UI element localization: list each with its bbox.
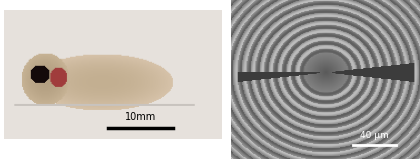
Text: 10mm: 10mm [125, 112, 156, 122]
Text: 40 μm: 40 μm [360, 131, 389, 140]
